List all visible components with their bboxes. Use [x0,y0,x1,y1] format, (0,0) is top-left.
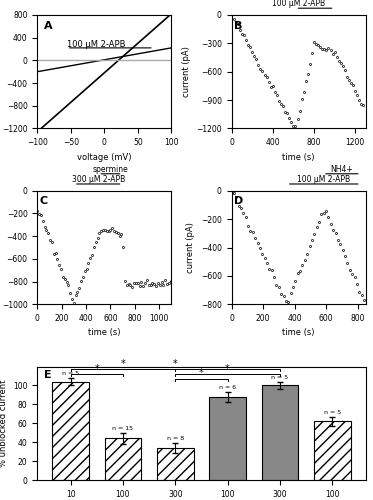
Text: NH4+: NH4+ [330,164,353,173]
Text: A: A [44,20,53,30]
Y-axis label: current (pA): current (pA) [182,46,191,97]
Text: spermine: spermine [93,164,128,173]
X-axis label: time (s): time (s) [282,328,315,338]
Text: *: * [94,364,99,374]
Text: *: * [120,359,125,369]
X-axis label: voltage (mV): voltage (mV) [77,152,132,162]
X-axis label: time (s): time (s) [282,152,315,162]
Bar [209,397,246,480]
Text: 100 μM 2-APB: 100 μM 2-APB [272,0,325,8]
Bar [157,448,194,480]
Text: *: * [173,359,178,369]
Text: n = 15: n = 15 [112,426,134,431]
Text: D: D [234,196,244,206]
Text: 100 μM 2-APB: 100 μM 2-APB [67,40,125,49]
Text: n = 5: n = 5 [324,410,341,415]
Text: n = 8: n = 8 [167,436,184,442]
Bar [104,438,141,480]
Text: B: B [234,20,242,30]
Y-axis label: current (pA): current (pA) [186,222,195,273]
X-axis label: time (s): time (s) [88,328,120,338]
Bar [261,386,298,480]
Text: 300 μM 2-APB: 300 μM 2-APB [72,174,125,184]
Text: C: C [40,196,48,206]
Bar [52,382,89,480]
Text: n = 5: n = 5 [62,371,79,376]
Text: E: E [44,370,51,380]
Y-axis label: % unblocked current: % unblocked current [0,380,7,467]
Text: *: * [199,368,204,378]
Bar [314,422,351,480]
Text: n = 6: n = 6 [219,385,236,390]
Text: *: * [225,364,230,374]
Text: 100 μM 2-APB: 100 μM 2-APB [297,174,350,184]
Text: n = 5: n = 5 [272,375,288,380]
